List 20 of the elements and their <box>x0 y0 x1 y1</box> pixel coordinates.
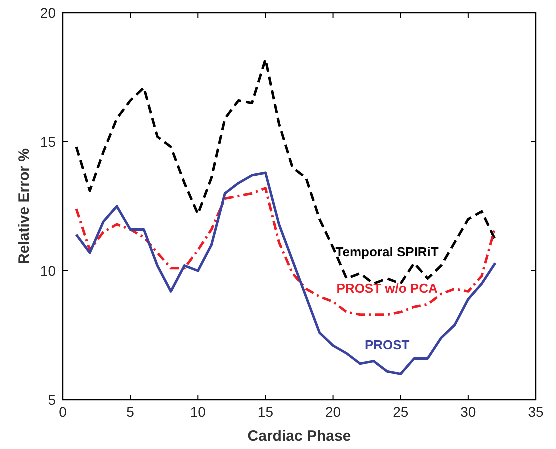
line-series <box>75 58 497 286</box>
y-axis-title: Relative Error % <box>16 148 33 264</box>
x-tick-label: 15 <box>258 404 274 420</box>
y-tick-label: 20 <box>40 5 56 21</box>
line-series <box>75 187 497 316</box>
x-tick-label: 0 <box>59 404 68 420</box>
x-tick-label: 10 <box>190 404 206 420</box>
x-axis-title: Cardiac Phase <box>248 428 352 445</box>
line-series <box>75 172 497 376</box>
y-tick-label: 10 <box>40 263 56 279</box>
series-label: PROST w/o PCA <box>336 280 439 296</box>
x-tick-label: 30 <box>460 404 476 420</box>
x-tick-label: 35 <box>528 404 544 420</box>
series-label: Temporal SPIRiT <box>336 244 439 260</box>
y-tick-label: 15 <box>40 134 56 150</box>
x-tick-label: 5 <box>126 404 135 420</box>
y-tick-label: 5 <box>48 392 56 408</box>
series-label: PROST <box>364 338 410 353</box>
x-tick-label: 25 <box>393 404 409 420</box>
x-tick-label: 20 <box>325 404 342 420</box>
